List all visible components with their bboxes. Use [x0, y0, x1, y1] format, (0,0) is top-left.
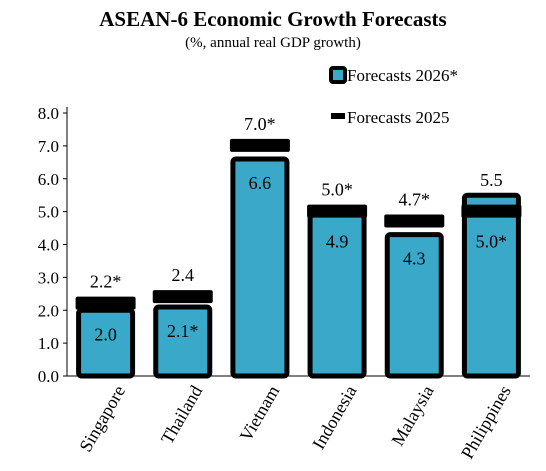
bar-2026-thailand: [153, 304, 213, 379]
y-tick-label: 3.0: [38, 268, 59, 287]
y-tick-label: 5.0: [38, 203, 59, 222]
data-label-inside-philippines: 5.0*: [476, 232, 508, 252]
marker-2025-indonesia: [307, 204, 368, 218]
legend-item-forecasts-2026: Forecasts 2026*: [329, 66, 458, 85]
y-tick-label: 4.0: [38, 236, 59, 255]
marker-2025-vietnam: [229, 138, 290, 152]
y-tick-label: 1.0: [38, 334, 59, 353]
legend-item-forecasts-2025: Forecasts 2025: [331, 108, 449, 127]
y-tick-label: 8.0: [38, 104, 59, 123]
legend-swatch-forecasts-2026: [329, 66, 347, 84]
legend-label-forecasts-2026: Forecasts 2026*: [347, 66, 458, 85]
data-label-inside-indonesia: 4.9: [326, 232, 349, 252]
x-tick-label-philippines: Philippines: [457, 382, 515, 462]
markers-2025: [75, 138, 522, 310]
x-tick-label-singapore: Singapore: [75, 382, 129, 455]
x-tick-label-vietnam: Vietnam: [236, 382, 284, 445]
legend: Forecasts 2026* Forecasts 2025: [329, 66, 458, 127]
marker-2025-malaysia: [384, 214, 445, 228]
data-label-thailand: 2.4: [172, 265, 195, 285]
data-label-vietnam: 7.0*: [244, 114, 276, 134]
bar-2026-vietnam: [230, 156, 290, 379]
bar-2026-singapore: [76, 307, 136, 379]
bar-2026-malaysia: [384, 232, 444, 379]
bars: [76, 156, 521, 379]
x-tick-label-thailand: Thailand: [157, 382, 206, 447]
data-label-singapore: 2.2*: [90, 272, 122, 292]
y-tick-label: 7.0: [38, 137, 59, 156]
x-tick-label-indonesia: Indonesia: [308, 382, 360, 453]
data-label-malaysia: 4.7*: [399, 189, 431, 209]
y-tick-label: 6.0: [38, 170, 59, 189]
data-label-inside-vietnam: 6.6: [249, 173, 272, 193]
marker-2025-thailand: [152, 290, 213, 304]
marker-2025-singapore: [75, 296, 136, 310]
chart-title: ASEAN-6 Economic Growth Forecasts: [99, 7, 446, 31]
data-labels: 2.2* 2.0 Singapore 2.4 2.1* Thailand 7.0* 6.6 Vi…: [75, 114, 515, 462]
data-label-inside-thailand: 2.1*: [167, 321, 199, 341]
legend-label-forecasts-2025: Forecasts 2025: [347, 108, 449, 127]
data-label-inside-singapore: 2.0: [94, 324, 117, 344]
x-tick-label-malaysia: Malaysia: [387, 382, 437, 449]
axes: 0.0 1.0 2.0 3.0 4.0 5.0 6.0 7.0 8.0: [38, 104, 530, 386]
bar-2026-philippines: [461, 192, 521, 379]
data-label-philippines: 5.5: [480, 170, 503, 190]
y-tick-label: 2.0: [38, 301, 59, 320]
data-label-indonesia: 5.0*: [321, 180, 353, 200]
y-tick-label: 0.0: [38, 367, 59, 386]
data-label-inside-malaysia: 4.3: [403, 249, 426, 269]
chart-subtitle: (%, annual real GDP growth): [185, 35, 361, 51]
marker-2025-philippines: [461, 204, 522, 218]
legend-swatch-forecasts-2025: [331, 113, 345, 119]
